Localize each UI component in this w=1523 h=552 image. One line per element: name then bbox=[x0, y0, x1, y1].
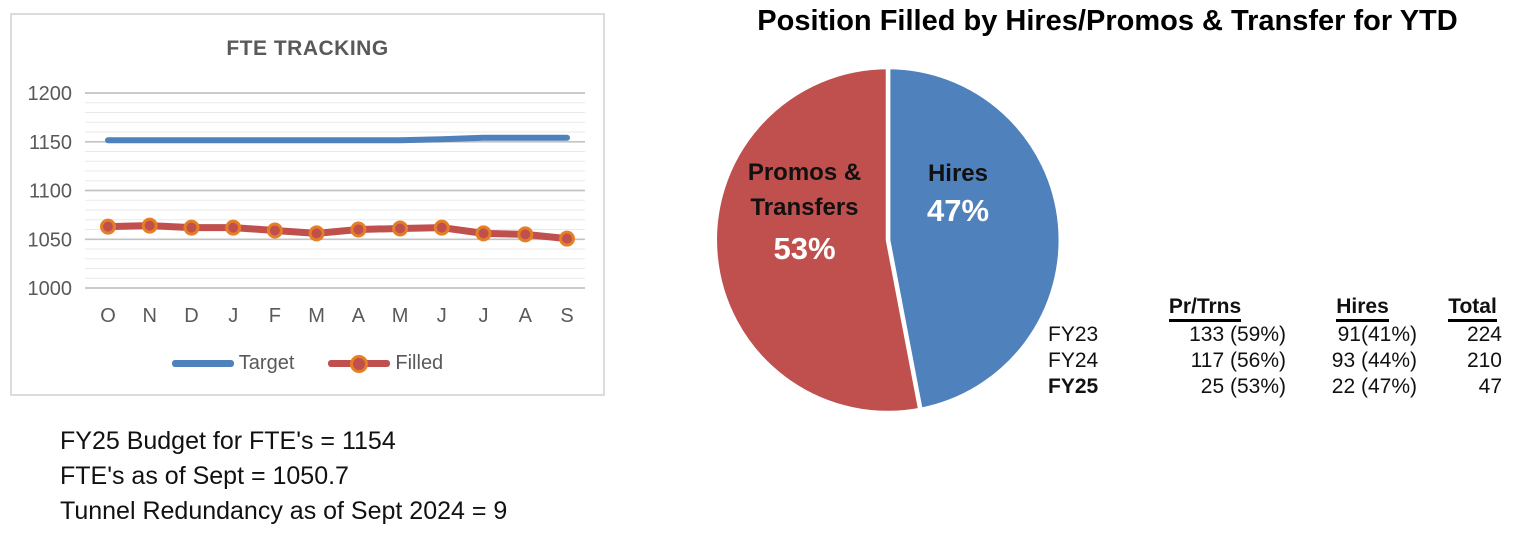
x-tick-label: O bbox=[100, 305, 116, 327]
table-row-fy24-label: FY24 bbox=[1048, 349, 1099, 372]
table-row-fy25-label: FY25 bbox=[1048, 375, 1099, 398]
filled-data-marker bbox=[266, 222, 283, 239]
filled-series-line bbox=[104, 222, 571, 243]
filled-marker-swatch bbox=[350, 354, 369, 373]
table-cell-fy24-hires: 93 (44%) bbox=[1331, 349, 1417, 372]
table-row-fy23-label: FY23 bbox=[1048, 323, 1099, 346]
y-tick-label: 1100 bbox=[29, 181, 72, 203]
pie-slice-hires bbox=[885, 64, 1064, 413]
fte-notes: FY25 Budget for FTE's = 1154 FTE's as of… bbox=[60, 424, 507, 529]
legend-item-target: Target bbox=[171, 352, 295, 375]
filled-data-marker bbox=[225, 219, 242, 236]
table-cell-fy23-pr-trns: 133 (59%) bbox=[1189, 323, 1286, 346]
pie-label-text: Promos & bbox=[747, 159, 862, 186]
x-tick-label: J bbox=[437, 305, 447, 327]
pie-chart bbox=[712, 64, 1064, 416]
pie-label-text: Hires bbox=[927, 160, 989, 187]
pie-slice-promos-transfers bbox=[712, 64, 923, 416]
x-tick-label: J bbox=[228, 305, 238, 327]
note-line-tunnel-redundancy: Tunnel Redundancy as of Sept 2024 = 9 bbox=[60, 497, 508, 525]
pie-label-promos-transfers: Promos & Transfers 53% bbox=[712, 155, 897, 267]
note-line-budget: FY25 Budget for FTE's = 1154 bbox=[60, 427, 396, 455]
fte-plot-area: 1000 1050 1100 1150 1200 O N D J F M A M J J A S bbox=[28, 83, 585, 327]
x-tick-label: A bbox=[352, 305, 366, 327]
x-tick-label: A bbox=[519, 305, 533, 327]
fte-legend: Target Filled bbox=[12, 352, 603, 375]
x-tick-label: M bbox=[308, 305, 325, 327]
filled-data-marker bbox=[183, 219, 200, 236]
y-tick-label: 1200 bbox=[28, 83, 73, 105]
table-cell-fy25-hires: 22 (47%) bbox=[1331, 375, 1417, 398]
filled-data-marker bbox=[517, 226, 534, 243]
table-header-pr-trns: Pr/Trns bbox=[1110, 292, 1300, 322]
filled-data-marker bbox=[392, 220, 409, 237]
pie-chart-title: Position Filled by Hires/Promos & Transf… bbox=[757, 5, 1458, 37]
x-tick-label: M bbox=[392, 305, 409, 327]
pie-label-hires: Hires 47% bbox=[890, 156, 1026, 229]
target-series-line bbox=[105, 134, 570, 144]
filled-line-swatch bbox=[328, 354, 391, 373]
x-tick-label: S bbox=[560, 305, 573, 327]
fy-summary-table: Pr/Trns Hires Total FY23 133 (59%) 91(41… bbox=[1040, 292, 1520, 400]
filled-data-marker bbox=[100, 218, 116, 235]
filled-data-marker bbox=[475, 225, 492, 242]
table-cell-fy23-total: 224 bbox=[1466, 323, 1502, 346]
pie-label-text: Transfers bbox=[750, 194, 859, 221]
legend-label-filled: Filled bbox=[395, 352, 444, 374]
x-tick-label: D bbox=[184, 305, 198, 327]
table-header-total: Total bbox=[1425, 292, 1520, 322]
fte-tracking-chart: 1000 1050 1100 1150 1200 O N D J F M A M J J A S FTE TRA… bbox=[10, 13, 605, 396]
filled-data-marker bbox=[433, 219, 450, 236]
fte-chart-title: FTE TRACKING bbox=[226, 37, 389, 60]
table-corner-cell bbox=[1040, 292, 1110, 322]
x-tick-label: N bbox=[142, 305, 156, 327]
legend-item-filled: Filled bbox=[328, 352, 443, 375]
filled-data-marker bbox=[559, 230, 575, 247]
note-line-ftes: FTE's as of Sept = 1050.7 bbox=[60, 462, 349, 490]
pie-label-percent: 47% bbox=[926, 193, 990, 228]
table-header-hires: Hires bbox=[1300, 292, 1425, 322]
table-cell-fy25-total: 47 bbox=[1478, 375, 1502, 398]
table-cell-fy23-hires: 91(41%) bbox=[1337, 323, 1417, 346]
table-cell-fy25-pr-trns: 25 (53%) bbox=[1200, 375, 1286, 398]
filled-data-marker bbox=[141, 217, 158, 234]
legend-label-target: Target bbox=[238, 352, 295, 374]
table-cell-fy24-pr-trns: 117 (56%) bbox=[1190, 349, 1286, 372]
filled-data-marker bbox=[350, 221, 367, 238]
x-tick-label: J bbox=[479, 305, 489, 327]
y-tick-label: 1000 bbox=[28, 278, 73, 300]
target-line-swatch bbox=[171, 360, 234, 367]
filled-data-marker bbox=[308, 225, 325, 242]
y-tick-label: 1150 bbox=[29, 132, 72, 154]
x-tick-label: F bbox=[269, 305, 281, 327]
table-cell-fy24-total: 210 bbox=[1466, 349, 1502, 372]
pie-label-percent: 53% bbox=[773, 231, 836, 266]
y-tick-label: 1050 bbox=[28, 229, 73, 251]
